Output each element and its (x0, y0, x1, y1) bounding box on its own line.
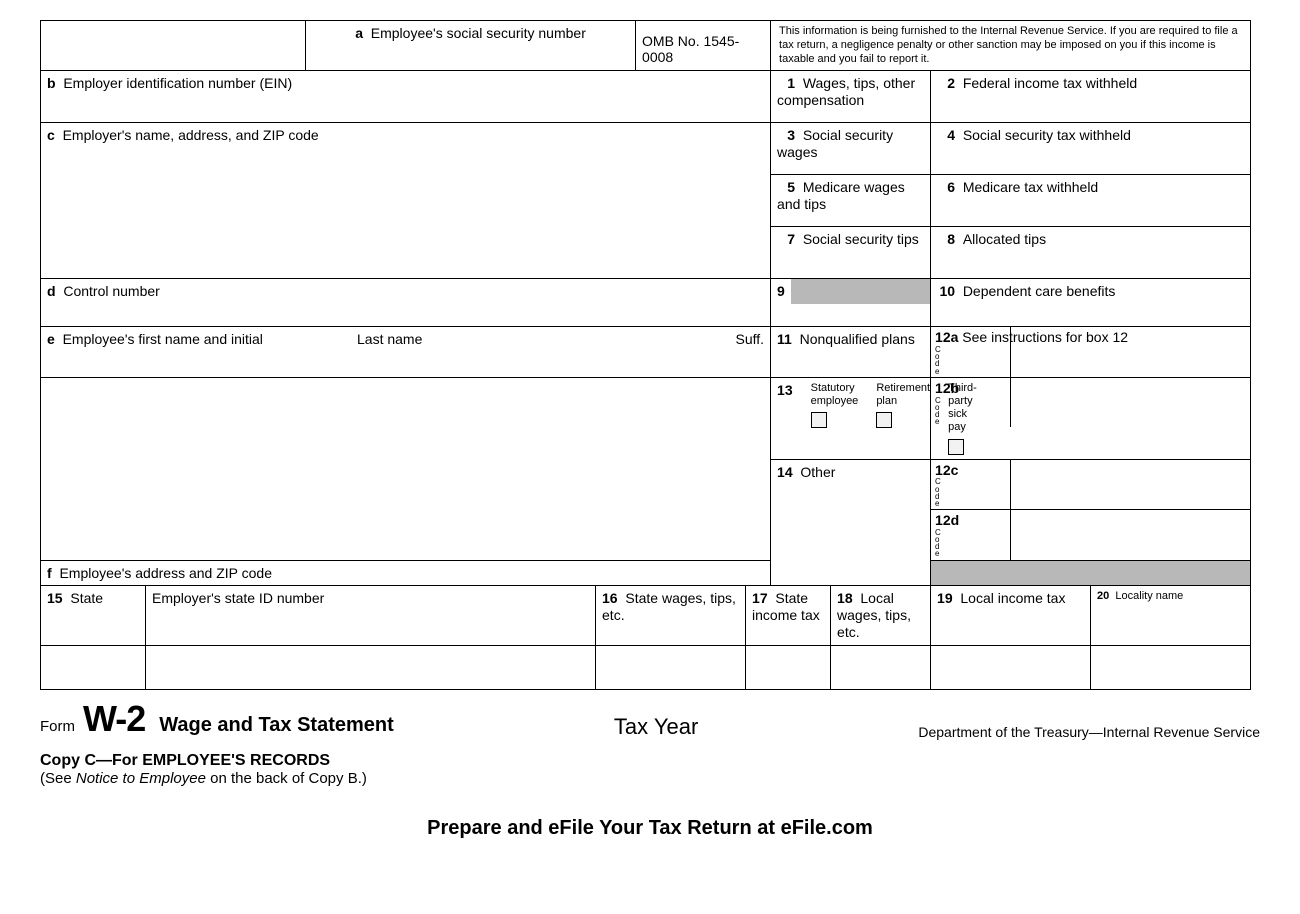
box-1-num: 1 (777, 75, 795, 92)
box-6-num: 6 (937, 179, 955, 196)
box-3-label: Social security wages (777, 127, 893, 160)
form-word: Form (40, 718, 75, 735)
box-13-stat1: Statutory (811, 382, 855, 394)
box-d-letter: d (47, 283, 56, 299)
box-4-num: 4 (937, 127, 955, 144)
box-9-shaded (791, 279, 930, 304)
box-19-label: Local income tax (960, 590, 1065, 606)
box-20-num: 20 (1097, 590, 1109, 602)
box-e-first: Employee's first name and initial (63, 331, 263, 347)
box-16-label: State wages, tips, etc. (602, 590, 736, 623)
omb-number: OMB No. 1545-0008 (642, 33, 739, 66)
box-14-num: 14 (777, 464, 793, 480)
box-10-label: Dependent care benefits (963, 283, 1116, 299)
notice-post: on the back of Copy B.) (206, 770, 367, 787)
box-e-letter: e (47, 331, 55, 347)
box-18-num: 18 (837, 590, 853, 606)
box-f-letter: f (47, 565, 52, 581)
form-number: W-2 (83, 698, 145, 740)
box-e-last: Last name (357, 331, 422, 347)
box-11-num: 11 (777, 331, 792, 347)
box-f-label: Employee's address and ZIP code (59, 565, 272, 581)
box-d-label: Control number (63, 283, 160, 299)
box-20-label: Locality name (1115, 590, 1183, 602)
tax-year: Tax Year (614, 714, 698, 739)
box-14-label: Other (800, 464, 835, 480)
box-12b-num: 12b (935, 380, 959, 396)
box-1-label: Wages, tips, other compensation (777, 75, 915, 108)
box-17-num: 17 (752, 590, 768, 606)
checkbox-statutory[interactable] (811, 412, 827, 428)
box-19-num: 19 (937, 590, 953, 606)
efile-line: Prepare and eFile Your Tax Return at eFi… (40, 817, 1260, 840)
box-b-label: Employer identification number (EIN) (63, 75, 292, 91)
box-13-ret2: plan (876, 395, 897, 407)
box-6-label: Medicare tax withheld (963, 179, 1098, 195)
box-12d-num: 12d (935, 512, 959, 528)
box-8-label: Allocated tips (963, 231, 1046, 247)
notice-italic: Notice to Employee (76, 770, 206, 787)
box-10-num: 10 (937, 283, 955, 300)
box-15-state: State (70, 590, 103, 606)
box-c-letter: c (47, 127, 55, 143)
box-4-label: Social security tax withheld (963, 127, 1131, 143)
box-c-label: Employer's name, address, and ZIP code (63, 127, 319, 143)
box-9-num: 9 (777, 283, 785, 299)
copy-line: Copy C—For EMPLOYEE'S RECORDS (40, 752, 1260, 770)
box-15-num: 15 (47, 590, 63, 606)
checkbox-retirement[interactable] (876, 412, 892, 428)
footer-title-row: Form W-2 Wage and Tax Statement Tax Year… (40, 698, 1260, 740)
box-16-num: 16 (602, 590, 618, 606)
notice-pre: (See (40, 770, 76, 787)
box-5-num: 5 (777, 179, 795, 196)
box-13-num: 13 (777, 382, 793, 398)
box-15-ein: Employer's state ID number (152, 590, 324, 606)
box-11-label: Nonqualified plans (800, 331, 915, 347)
box-5-label: Medicare wages and tips (777, 179, 905, 212)
box-3-num: 3 (777, 127, 795, 144)
box-12a-label: See instructions for box 12 (962, 329, 1128, 346)
box-12c-num: 12c (935, 462, 958, 478)
box-13-ret1: Retirement (876, 382, 930, 394)
box-7-label: Social security tips (803, 231, 919, 247)
w2-form-grid: a Employee's social security number OMB … (40, 20, 1251, 690)
box-a-letter: a (355, 25, 363, 41)
box-12-bottom-shaded (931, 560, 1251, 586)
box-b-letter: b (47, 75, 56, 91)
box-8-num: 8 (937, 231, 955, 248)
disclosure-text: This information is being furnished to t… (779, 25, 1238, 65)
box-7-num: 7 (777, 231, 795, 248)
box-2-num: 2 (937, 75, 955, 92)
box-2-label: Federal income tax withheld (963, 75, 1137, 91)
box-12a-num: 12a (935, 329, 958, 345)
box-e-suff: Suff. (735, 331, 764, 347)
dept-line: Department of the Treasury—Internal Reve… (918, 724, 1260, 740)
box-a-label: Employee's social security number (371, 25, 586, 41)
box-13-stat2: employee (811, 395, 859, 407)
checkbox-thirdparty[interactable] (948, 439, 964, 455)
form-title: Wage and Tax Statement (159, 714, 394, 737)
